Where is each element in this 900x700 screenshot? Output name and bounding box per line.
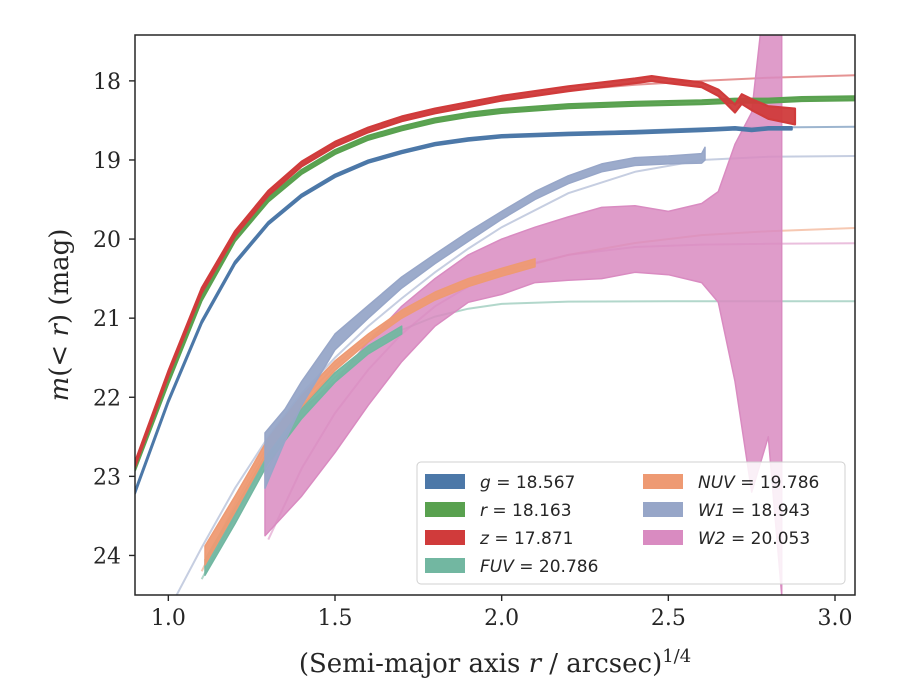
y-tick-label: 24 — [93, 544, 121, 569]
legend-swatch-w2 — [643, 530, 683, 545]
ticks-layer: 1.0 1.5 2.0 2.5 3.0 18 19 20 21 22 23 24 — [93, 70, 853, 631]
y-axis-label: m(< r) (mag) — [45, 229, 75, 402]
x-tick-label: 3.0 — [818, 606, 853, 631]
measured-band-w1 — [264, 146, 706, 489]
measured-band-z — [135, 75, 797, 468]
legend-label-w1: W1 = 18.943 — [698, 501, 810, 521]
y-tick-label: 22 — [93, 386, 121, 411]
legend-label-r: r = 18.163 — [480, 501, 572, 521]
legend: g = 18.567 r = 18.163 z = 17.871 FUV = 20.7… — [416, 461, 846, 585]
y-tick-label: 23 — [93, 465, 121, 490]
model-line-w1 — [175, 155, 855, 595]
legend-label-z: z = 17.871 — [479, 529, 573, 549]
x-tick-label: 1.5 — [318, 606, 353, 631]
legend-swatch-z — [425, 530, 465, 545]
legend-swatch-fuv — [425, 558, 465, 573]
legend-frame — [416, 461, 846, 585]
legend-entries: g = 18.567 r = 18.163 z = 17.871 FUV = 20.7… — [425, 473, 819, 577]
y-tick-label: 21 — [93, 307, 121, 332]
legend-swatch-nuv — [643, 474, 683, 489]
legend-swatch-r — [425, 502, 465, 517]
y-tick-label: 18 — [93, 70, 121, 95]
measured-band-w2 — [264, 35, 783, 595]
legend-swatch-g — [425, 474, 465, 489]
measured-band-g — [135, 126, 793, 495]
x-tick-label: 2.5 — [651, 606, 686, 631]
plot-frame — [134, 34, 856, 596]
legend-label-fuv: FUV = 20.786 — [480, 557, 598, 577]
legend-label-g: g = 18.567 — [480, 473, 575, 493]
x-tick-label: 1.0 — [151, 606, 186, 631]
y-tick-label: 19 — [93, 149, 121, 174]
legend-label-nuv: NUV = 19.786 — [698, 473, 819, 493]
legend-label-w2: W2 = 20.053 — [698, 529, 810, 549]
x-tick-label: 2.0 — [484, 606, 519, 631]
x-axis-label: (Semi-major axis r / arcsec)1/4 — [299, 646, 691, 679]
series-layer — [135, 35, 855, 595]
y-tick-label: 20 — [93, 228, 121, 253]
measured-band-r — [135, 95, 855, 472]
legend-swatch-w1 — [643, 502, 683, 517]
